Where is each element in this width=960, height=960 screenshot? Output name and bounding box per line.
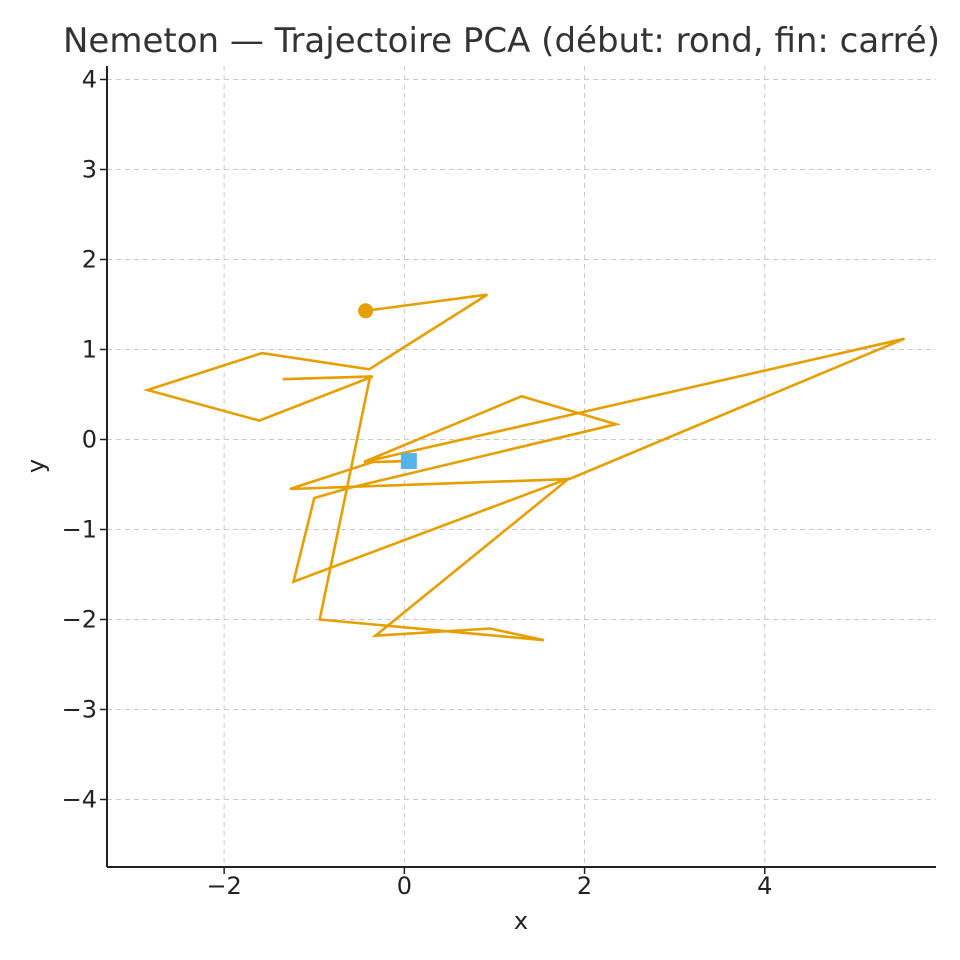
x-tick-label: 4 — [757, 872, 772, 900]
y-tick-label: 2 — [82, 246, 97, 274]
x-tick-label: 0 — [397, 872, 412, 900]
plot-area — [142, 293, 906, 642]
end-marker — [400, 453, 417, 470]
x-axis-label: x — [514, 907, 528, 935]
y-tick-label: 3 — [82, 156, 97, 184]
y-tick-label: 0 — [82, 426, 97, 454]
grid — [107, 66, 936, 867]
axes — [106, 66, 936, 868]
y-axis-label: y — [22, 459, 50, 473]
y-tick-label: −4 — [62, 786, 97, 814]
ticks: −2 0 2 4 −4 −3 −2 −1 0 1 2 3 4 — [62, 66, 773, 901]
y-tick-label: −2 — [62, 606, 97, 634]
start-marker — [358, 303, 374, 319]
chart-title: Nemeton — Trajectoire PCA (début: rond, … — [63, 21, 940, 61]
y-tick-label: 1 — [82, 336, 97, 364]
y-tick-label: 4 — [82, 66, 97, 94]
y-tick-label: −1 — [62, 516, 97, 544]
x-tick-label: −2 — [206, 872, 241, 900]
trajectory-line — [142, 293, 906, 642]
x-tick-label: 2 — [577, 872, 592, 900]
y-tick-label: −3 — [62, 696, 97, 724]
